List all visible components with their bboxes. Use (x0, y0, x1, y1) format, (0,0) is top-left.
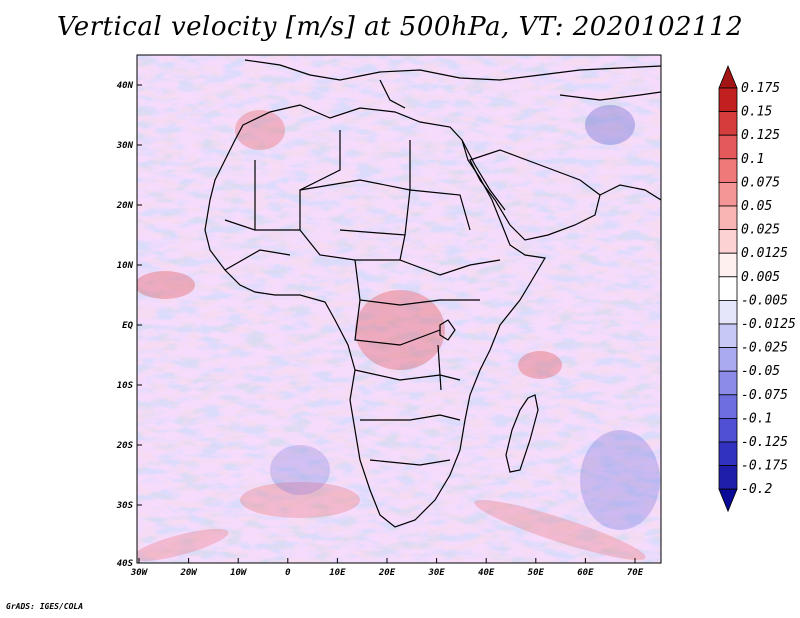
colorbar-segment (718, 347, 738, 372)
colorbar-top-triangle (718, 64, 738, 89)
lat-tick-label: 30N (116, 141, 134, 151)
colorbar-label: 0.05 (741, 199, 772, 214)
colorbar-segment (718, 299, 738, 325)
lat-tick-label: 20S (116, 441, 134, 451)
colorbar-segment (718, 370, 738, 396)
colorbar-label: 0.125 (741, 128, 780, 143)
map-frame (136, 54, 662, 564)
map-title: Vertical velocity [m/s] at 500hPa, VT: 2… (56, 12, 744, 42)
colorbar-label: -0.075 (741, 388, 788, 403)
lat-tick-label: 40S (117, 559, 134, 569)
colorbar-label: 0.1 (741, 152, 764, 167)
colorbar-label: 0.075 (741, 175, 780, 190)
lon-tick-label: 10E (329, 568, 346, 578)
colorbar-label: 0.025 (741, 223, 780, 238)
colorbar-segment (718, 465, 738, 490)
colorbar-label: 0.15 (741, 105, 772, 120)
colorbar-label: -0.0125 (741, 317, 796, 332)
lat-tick-label: EQ (122, 321, 133, 331)
colorbar-segment (718, 229, 738, 254)
colorbar-segment (718, 441, 738, 467)
colorbar-label: -0.2 (741, 482, 772, 497)
coastlines (204, 59, 661, 528)
colorbar-segment (718, 276, 738, 301)
lon-tick-label: 0 (285, 568, 291, 578)
lon-tick-label: 40E (478, 568, 495, 578)
colorbar-segment (718, 205, 738, 231)
credit-label: GrADS: IGES/COLA (6, 602, 84, 611)
lat-tick-label: 40N (117, 81, 134, 91)
colorbar-segment (718, 111, 738, 136)
lon-tick-label: 10W (230, 568, 248, 578)
lat-axis: 40N 30N 20N 10N EQ 10S 20S 30S 40S (116, 81, 142, 569)
colorbar-label: 0.005 (741, 270, 780, 285)
velocity-field (137, 55, 661, 563)
colorbar-segment (718, 323, 738, 349)
colorbar-label: 0.175 (741, 81, 780, 96)
lat-tick-label: 20N (116, 201, 134, 211)
lat-tick-label: 10N (117, 261, 134, 271)
lon-tick-label: 50E (528, 568, 545, 578)
colorbar-label: -0.1 (741, 411, 772, 426)
colorbar-label: -0.175 (741, 459, 788, 474)
colorbar-label: -0.05 (741, 364, 780, 379)
lon-tick-label: 20W (179, 568, 198, 578)
lon-tick-label: 30W (130, 568, 149, 578)
lon-tick-label: 70E (627, 568, 644, 578)
colorbar-segment (718, 417, 738, 443)
colorbar-label: 0.0125 (741, 246, 788, 261)
lon-axis: 30W 20W 10W 0 10E 20E 30E 40E 50E 60E 70E (130, 558, 644, 578)
colorbar-label: -0.125 (741, 435, 788, 450)
colorbar-segment (718, 158, 738, 183)
colorbar-segment (718, 181, 738, 207)
lat-tick-label: 30S (116, 501, 134, 511)
lon-tick-label: 30E (427, 568, 445, 578)
lat-tick-label: 10S (117, 381, 134, 391)
colorbar-label: -0.025 (741, 341, 788, 356)
colorbar-segment (718, 134, 738, 160)
lon-tick-label: 20E (378, 568, 396, 578)
colorbar-segment (718, 252, 738, 278)
colorbar-segment (718, 394, 738, 419)
colorbar: 0.175 0.15 0.125 0.1 0.075 0.05 0.025 0.0125 0.0… (718, 64, 796, 513)
colorbar-label: -0.005 (741, 293, 788, 308)
colorbar-segment (718, 87, 738, 113)
colorbar-bottom-triangle (718, 488, 738, 513)
lon-tick-label: 60E (577, 568, 594, 578)
